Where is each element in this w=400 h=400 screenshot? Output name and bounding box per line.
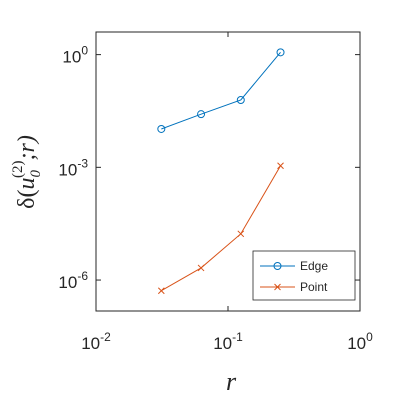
y-axis-label-prefix: δ(: [14, 190, 40, 209]
x-tick-label-exp-0: -2: [100, 330, 111, 344]
y-tick-label-0: 10-6: [58, 269, 88, 292]
series-line-edge: [161, 52, 281, 130]
x-tick-label-0: 10-2: [81, 330, 111, 353]
y-axis-label: δ(u0(2);r): [10, 135, 44, 209]
legend-label-point: Point: [300, 280, 328, 294]
y-tick-label-2: 100: [62, 44, 88, 67]
y-tick-label-exp-2: 0: [81, 44, 88, 58]
y-tick-label-exp-1: -3: [77, 156, 88, 170]
point-point-0: [157, 287, 165, 295]
point-point-3: [277, 162, 284, 170]
y-axis-label-suffix: ;r): [14, 135, 40, 160]
point-edge-3: [276, 48, 285, 57]
legend-marker-point: [274, 283, 281, 291]
axis-ticks: [95, 32, 361, 311]
legend-label-edge: Edge: [300, 259, 328, 273]
x-tick-label-2: 100: [347, 330, 373, 353]
point-edge-1: [197, 110, 206, 119]
x-tick-label-1: 10-1: [213, 330, 243, 353]
y-axis-label-base: u: [14, 178, 40, 190]
x-tick-label-exp-2: 0: [366, 330, 373, 344]
legend-marker-edge: [273, 262, 282, 270]
point-edge-2: [236, 95, 245, 104]
y-tick-label-base-1: 10: [58, 160, 77, 179]
legend: Edge Point: [252, 250, 356, 301]
x-tick-label-base-0: 10: [81, 334, 100, 353]
y-tick-label-1: 10-3: [58, 156, 88, 179]
x-tick-label-base-1: 10: [213, 334, 232, 353]
y-tick-label-base-2: 10: [62, 48, 81, 67]
legend-box: [252, 250, 356, 301]
x-tick-label-exp-1: -1: [232, 330, 243, 344]
point-point-2: [237, 230, 245, 238]
x-axis-label: r: [226, 367, 237, 396]
y-tick-label-exp-0: -6: [77, 269, 88, 283]
series-layer: [157, 48, 285, 295]
y-axis-label-sup: (2): [10, 161, 26, 179]
y-axis-label-sub: 0: [28, 170, 44, 178]
x-tick-label-base-2: 10: [347, 334, 366, 353]
point-edge-0: [157, 124, 166, 133]
series-line-point: [161, 165, 281, 292]
point-point-1: [197, 264, 205, 272]
y-tick-label-base-0: 10: [58, 273, 77, 292]
